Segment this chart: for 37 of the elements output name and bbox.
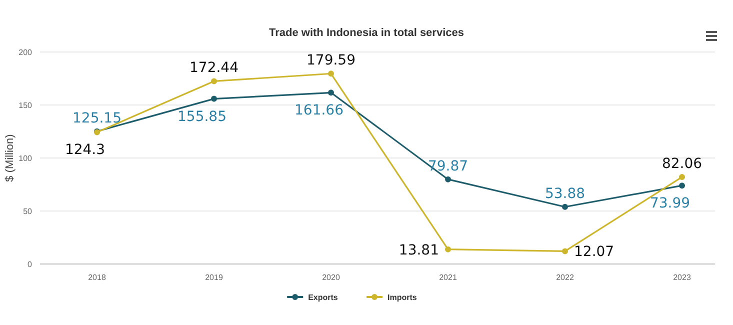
data-label: 124.3: [64, 142, 106, 158]
y-tick-label: 50: [23, 207, 33, 216]
point: [445, 176, 451, 182]
data-label: 161.66: [294, 102, 344, 119]
data-label: 53.88: [544, 186, 586, 202]
data-label: 179.59: [306, 52, 356, 69]
chart-title: Trade with Indonesia in total services: [268, 27, 464, 39]
point: [211, 78, 217, 84]
point: [445, 246, 451, 252]
point: [679, 174, 685, 180]
x-tick-label: 2023: [673, 273, 692, 282]
y-tick-label: 150: [18, 101, 33, 110]
y-tick-label: 0: [28, 260, 33, 269]
x-tick-label: 2018: [88, 273, 106, 282]
data-label: 125.15: [72, 110, 122, 126]
x-tick-label: 2021: [439, 273, 458, 282]
x-tick-label: 2022: [556, 273, 574, 282]
point: [328, 70, 334, 77]
data-label: 155.85: [178, 108, 226, 125]
data-label: 79.87: [428, 158, 468, 174]
data-label: 82.06: [662, 156, 702, 172]
y-tick-label: 100: [18, 154, 33, 163]
point: [562, 248, 568, 254]
data-label: 73.99: [650, 196, 690, 212]
data-label: 172.44: [190, 60, 239, 76]
x-tick-label: 2020: [322, 273, 340, 282]
legend-label: Imports: [388, 293, 418, 302]
data-label: 13.81: [398, 242, 439, 258]
x-tick-label: 2019: [205, 273, 224, 282]
data-label: 12.07: [574, 244, 614, 260]
y-axis-title: $ (Million): [4, 134, 16, 182]
point: [211, 96, 217, 102]
legend-label: Exports: [308, 293, 338, 302]
point: [679, 182, 685, 189]
y-tick-label: 200: [18, 48, 33, 57]
point: [328, 90, 334, 96]
point: [562, 204, 568, 210]
